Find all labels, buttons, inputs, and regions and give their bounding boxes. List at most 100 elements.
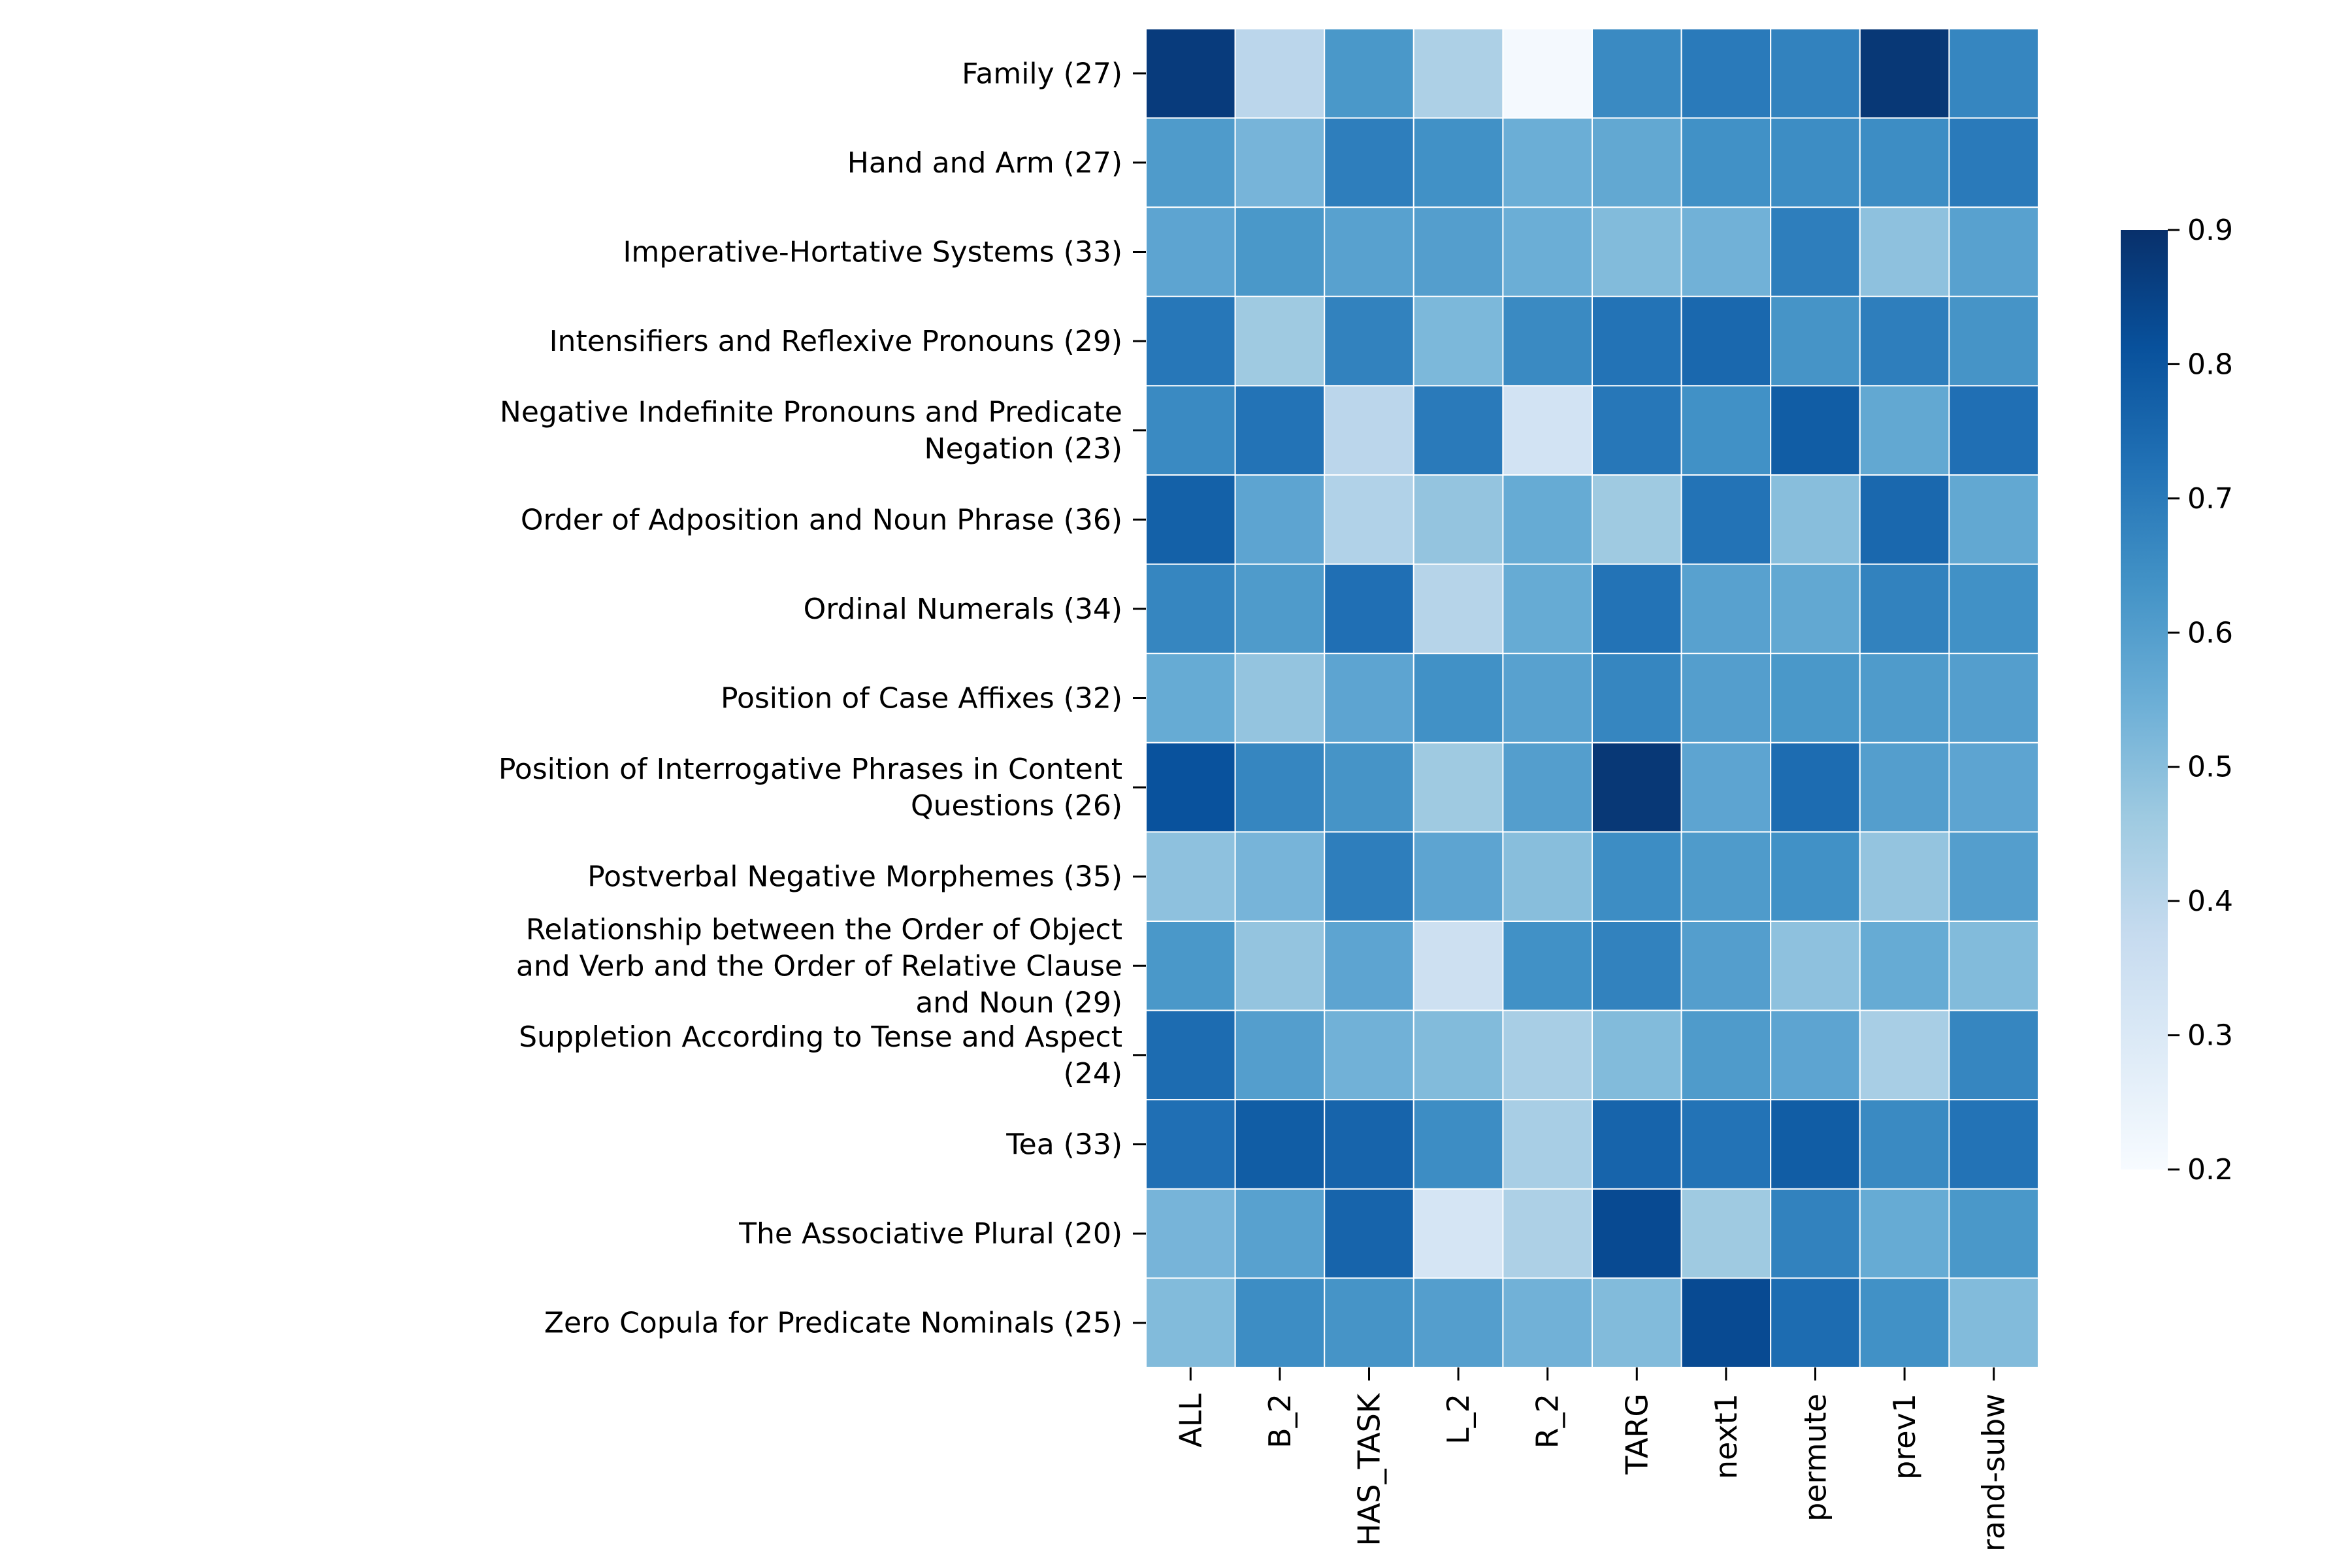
heatmap-cell — [1770, 831, 1861, 923]
column-label: L_2 — [1441, 1394, 1476, 1445]
row-label-line: Zero Copula for Predicate Nominals (25) — [544, 1307, 1122, 1340]
heatmap-cell — [1680, 921, 1772, 1011]
heatmap-cell — [1859, 1188, 1950, 1279]
heatmap-cell — [1859, 831, 1950, 923]
heatmap-cell — [1145, 385, 1236, 476]
heatmap-cell — [1948, 1009, 2039, 1101]
colorbar-tick-label: 0.4 — [2187, 885, 2233, 918]
heatmap-cell — [1145, 921, 1236, 1011]
row-label-line: Ordinal Numerals (34) — [804, 593, 1122, 626]
colorbar-tick-label: 0.9 — [2187, 214, 2233, 247]
heatmap-cell — [1948, 474, 2039, 565]
heatmap-cell — [1234, 28, 1326, 119]
heatmap-cell — [1234, 1188, 1326, 1279]
row-label-line: Negative Indefinite Pronouns and Predica… — [500, 396, 1122, 429]
column-label: HAS_TASK — [1352, 1392, 1387, 1546]
heatmap-cell — [1413, 742, 1504, 833]
row-label-line: Suppletion According to Tense and Aspect — [519, 1021, 1122, 1054]
heatmap-cell — [1413, 1099, 1504, 1190]
heatmap-cell — [1502, 563, 1593, 655]
heatmap-cell — [1413, 474, 1504, 565]
heatmap-cell — [1770, 1009, 1861, 1101]
row-label: Intensifiers and Reflexive Pronouns (29) — [549, 325, 1122, 358]
row-label: Zero Copula for Predicate Nominals (25) — [544, 1307, 1122, 1340]
heatmap-cell — [1680, 742, 1772, 833]
heatmap-cell — [1145, 206, 1236, 297]
row-label: Hand and Arm (27) — [847, 146, 1122, 180]
heatmap-cell — [1680, 117, 1772, 208]
row-label: Postverbal Negative Morphemes (35) — [587, 860, 1122, 894]
heatmap-cell — [1324, 653, 1414, 743]
row-label-line: Tea (33) — [1005, 1128, 1122, 1162]
heatmap-cell — [1592, 742, 1682, 833]
row-label-line: Relationship between the Order of Object — [526, 913, 1122, 946]
heatmap-cell — [1502, 653, 1593, 743]
row-label-line: Negation (23) — [924, 433, 1122, 466]
colorbar: 0.2 0.3 0.4 0.5 0.6 0.7 0.8 0.9 — [2121, 214, 2233, 1186]
heatmap-cell — [1234, 206, 1326, 297]
row-label-line: (24) — [1064, 1057, 1122, 1090]
heatmap-cell — [1234, 385, 1326, 476]
heatmap-cell — [1413, 295, 1504, 387]
heatmap-cell — [1770, 563, 1861, 655]
heatmap-cell — [1948, 1277, 2039, 1369]
colorbar-tick-label: 0.7 — [2187, 482, 2233, 515]
colorbar-gradient — [2121, 230, 2168, 1169]
row-label-line: Imperative-Hortative Systems (33) — [623, 236, 1122, 269]
heatmap-cell — [1948, 831, 2039, 923]
heatmap-cell — [1413, 563, 1504, 655]
row-label-line: Position of Case Affixes (32) — [721, 682, 1122, 715]
heatmap-cell — [1324, 921, 1414, 1011]
heatmap-cell — [1948, 206, 2039, 297]
heatmap-cell — [1502, 921, 1593, 1011]
heatmap-cell — [1413, 206, 1504, 297]
heatmap-cell — [1859, 474, 1950, 565]
heatmap-cell — [1324, 1277, 1414, 1369]
row-label-line: Position of Interrogative Phrases in Con… — [498, 753, 1122, 786]
heatmap-cell — [1502, 1099, 1593, 1190]
row-label-line: Questions (26) — [911, 789, 1122, 823]
heatmap-cell — [1948, 117, 2039, 208]
heatmap-cell — [1413, 1009, 1504, 1101]
row-label: Position of Interrogative Phrases in Con… — [498, 753, 1122, 823]
heatmap-cell — [1948, 28, 2039, 119]
heatmap-cell — [1234, 117, 1326, 208]
heatmap-cell — [1680, 1099, 1772, 1190]
heatmap-cell — [1770, 295, 1861, 387]
heatmap-cell — [1234, 1099, 1326, 1190]
heatmap-cell — [1859, 1009, 1950, 1101]
heatmap-cell — [1859, 1099, 1950, 1190]
heatmap-cell — [1324, 742, 1414, 833]
heatmap-cell — [1324, 1009, 1414, 1101]
row-label: Tea (33) — [1005, 1128, 1122, 1162]
heatmap-cells — [1145, 28, 2039, 1369]
heatmap-cell — [1592, 563, 1682, 655]
heatmap-cell — [1234, 653, 1326, 743]
heatmap-cell — [1680, 1277, 1772, 1369]
heatmap-cell — [1413, 1277, 1504, 1369]
heatmap-cell — [1145, 742, 1236, 833]
heatmap-cell — [1145, 563, 1236, 655]
heatmap-cell — [1770, 653, 1861, 743]
heatmap-cell — [1502, 1009, 1593, 1101]
heatmap-cell — [1592, 474, 1682, 565]
colorbar-tick-label: 0.5 — [2187, 751, 2233, 784]
heatmap-cell — [1948, 295, 2039, 387]
heatmap-cell — [1859, 28, 1950, 119]
heatmap-cell — [1324, 117, 1414, 208]
heatmap-cell — [1324, 206, 1414, 297]
heatmap-cell — [1948, 1188, 2039, 1279]
row-label-line: Hand and Arm (27) — [847, 146, 1122, 180]
column-labels: ALL B_2 HAS_TASK L_2 R_2 TARG next1 permute prev… — [1173, 1367, 2012, 1552]
heatmap-cell — [1770, 28, 1861, 119]
row-label-line: Intensifiers and Reflexive Pronouns (29) — [549, 325, 1122, 358]
heatmap-cell — [1145, 28, 1236, 119]
heatmap-cell — [1413, 117, 1504, 208]
colorbar-tick-label: 0.6 — [2187, 616, 2233, 649]
row-label-line: Order of Adposition and Noun Phrase (36) — [521, 503, 1122, 536]
colorbar-tick-label: 0.2 — [2187, 1153, 2233, 1186]
heatmap-cell — [1413, 1188, 1504, 1279]
heatmap-cell — [1680, 653, 1772, 743]
heatmap-cell — [1413, 921, 1504, 1011]
